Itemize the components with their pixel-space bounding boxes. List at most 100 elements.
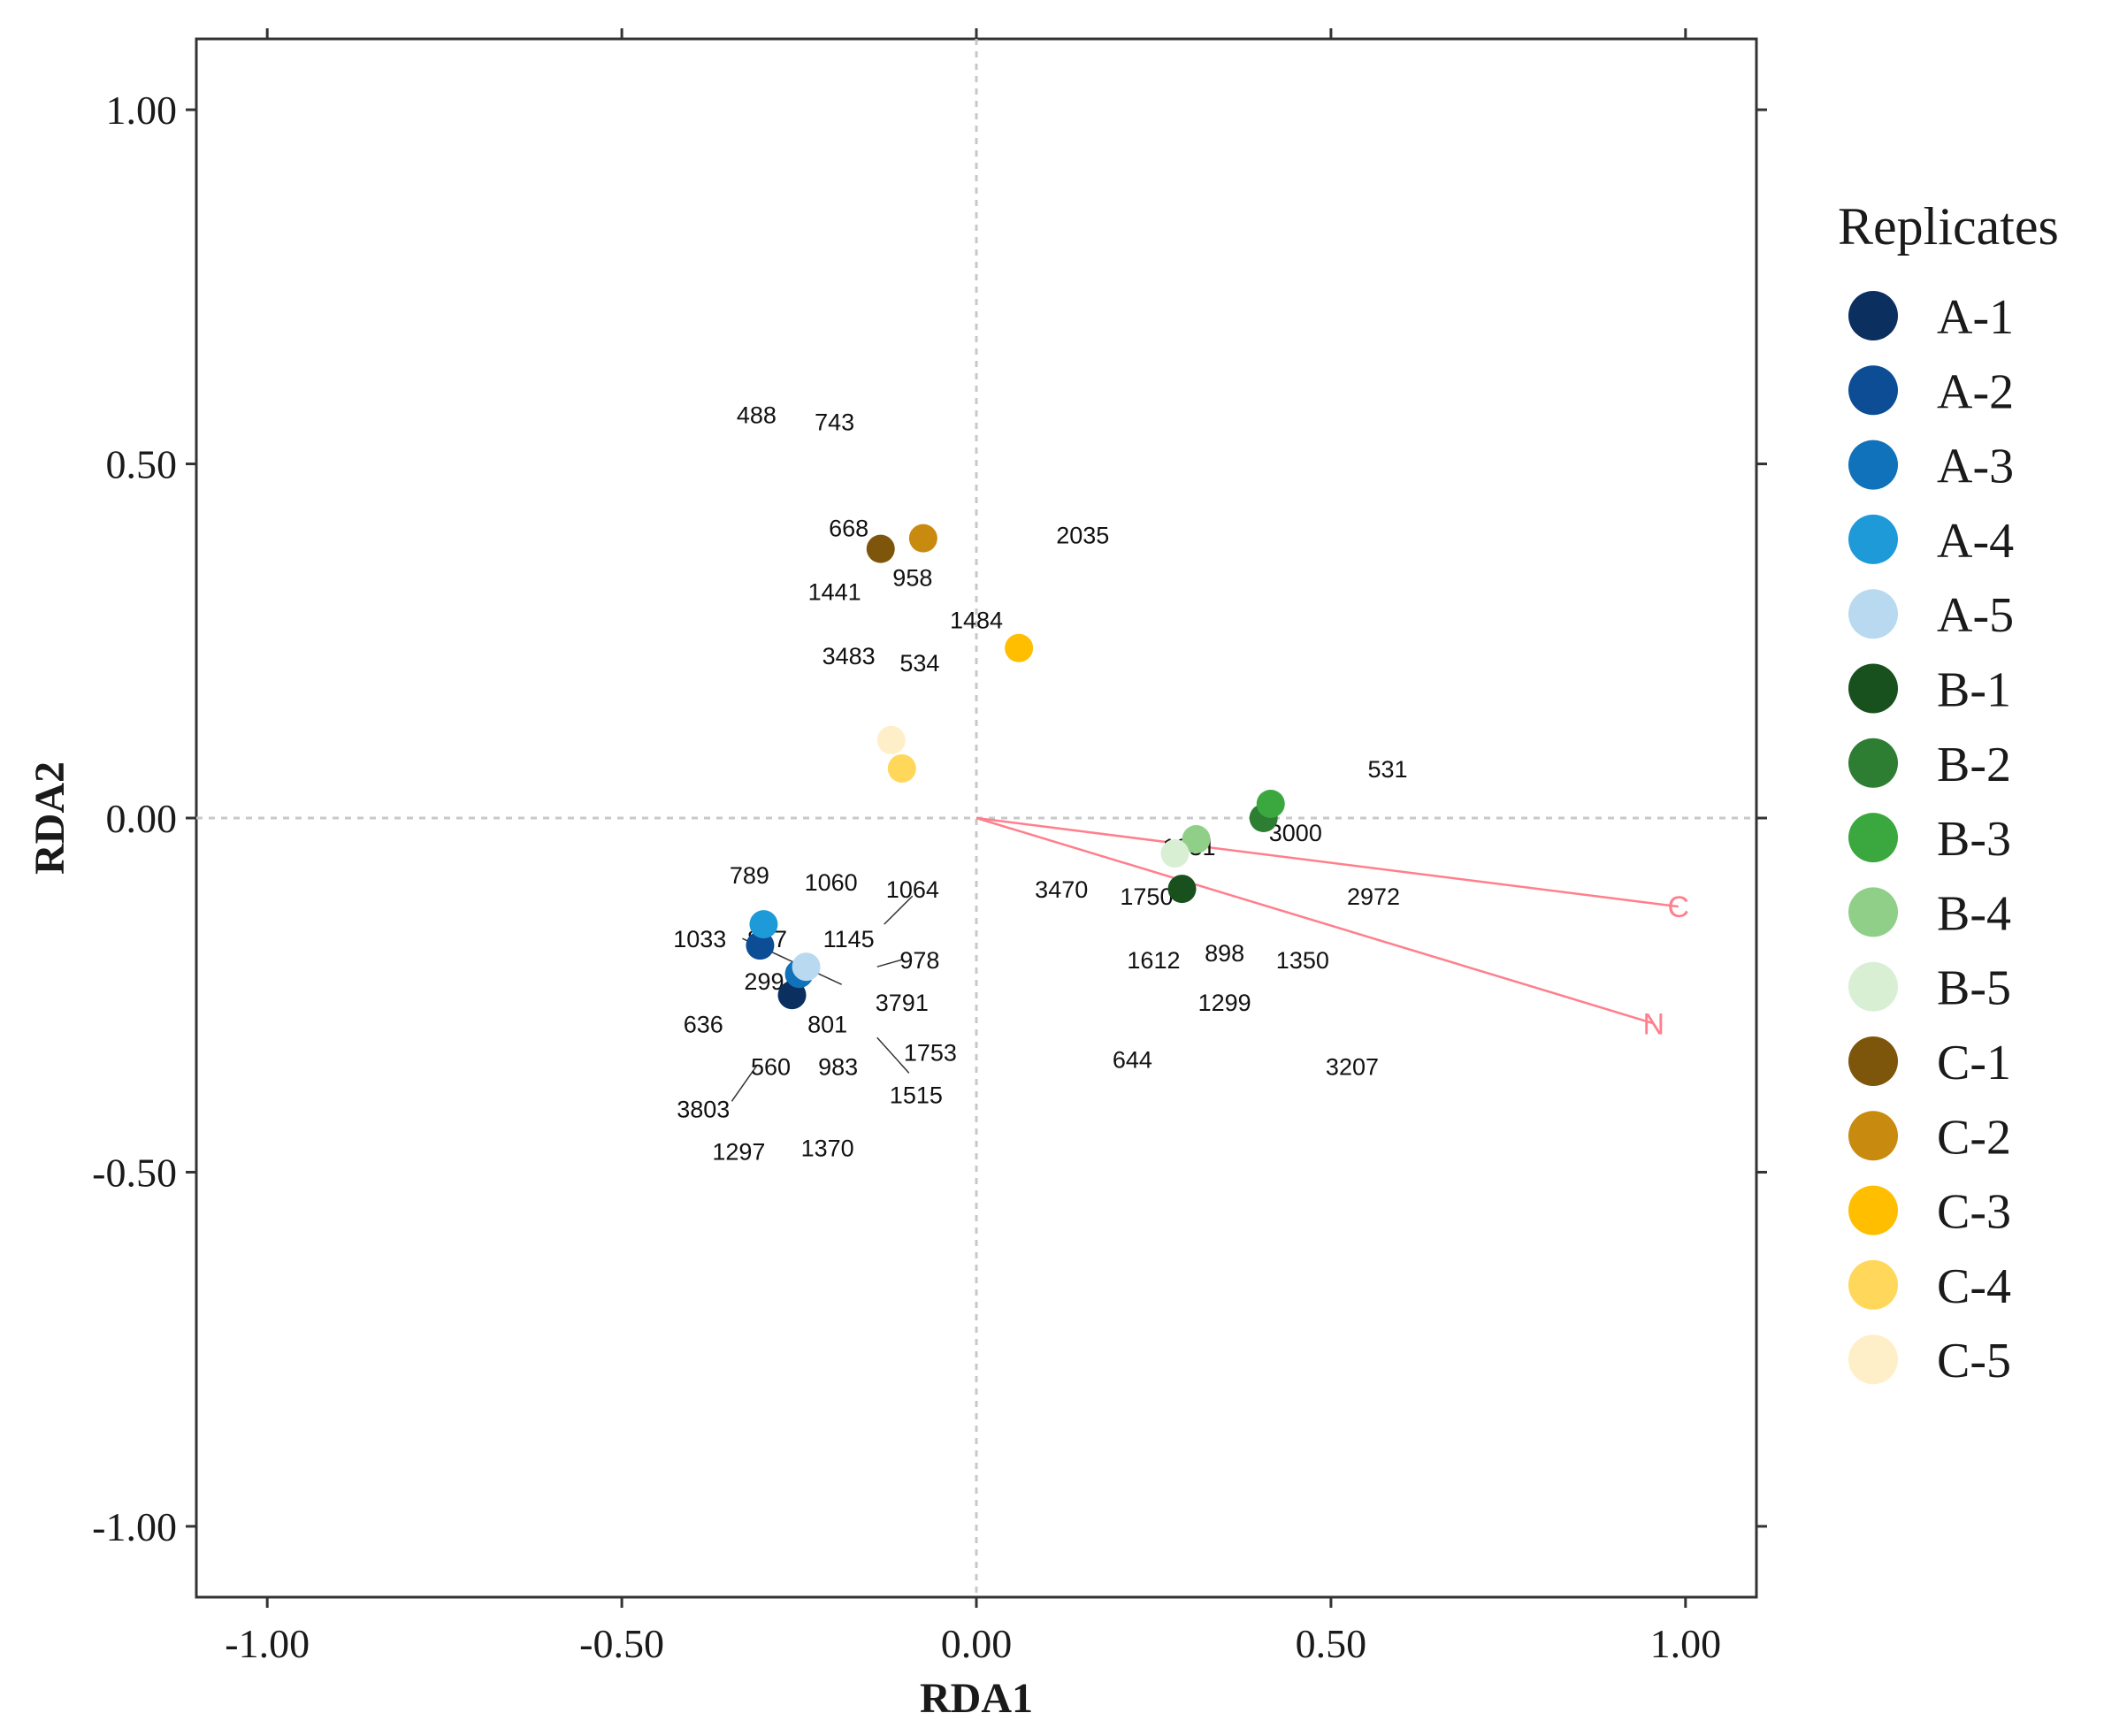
legend-label-A-4: A-4 [1937,514,2014,569]
sample-point-A-5 [792,952,821,982]
species-label-3207: 3207 [1326,1053,1379,1080]
y-tick-label: -1.00 [92,1504,177,1549]
y-tick-label: -0.50 [92,1150,177,1195]
sample-point-C-4 [887,753,916,783]
y-axis-title: RDA2 [27,761,73,875]
vector-N-arrow [975,816,1655,1025]
species-leader-line [876,1036,910,1074]
x-tick-label: 0.50 [1296,1621,1367,1666]
species-label-801: 801 [807,1011,847,1037]
environmental-vectors: CN [975,816,1690,1041]
legend-label-A-5: A-5 [1937,588,2014,643]
legend-label-B-5: B-5 [1937,961,2011,1016]
species-label-978: 978 [899,947,939,974]
vector-C-label: C [1668,891,1690,924]
legend-key-B-2 [1848,738,1898,788]
sample-point-B-4 [1182,825,1211,854]
species-label-958: 958 [892,565,932,592]
vector-C-arrow [975,816,1679,908]
x-tick-label: 1.00 [1650,1621,1722,1666]
legend-key-A-5 [1848,589,1898,639]
species-label-636: 636 [684,1011,723,1037]
legend-key-C-2 [1848,1111,1898,1161]
species-label-1064: 1064 [886,876,939,903]
species-label-1033: 1033 [673,926,726,952]
y-tick-label: 0.00 [106,796,178,841]
species-leader-line [876,959,903,967]
x-axis-ticks: -1.00 -0.50 0.00 0.50 1.00 [225,28,1721,1666]
legend-label-B-3: B-3 [1937,812,2011,867]
species-label-3470: 3470 [1035,876,1088,903]
species-label-2035: 2035 [1056,523,1109,549]
species-label-560: 560 [751,1053,791,1080]
sample-point-C-2 [908,524,937,553]
species-label-668: 668 [829,516,868,542]
species-label-1750: 1750 [1120,883,1173,910]
vector-N-label: N [1642,1007,1664,1041]
sample-point-C-1 [866,534,895,563]
legend: Replicates A-1 A-2 A-3 A-4 A-5 B-1 B-2 B-3 B-4 B-… [1838,197,2059,1388]
species-label-743: 743 [815,409,854,435]
legend-label-B-2: B-2 [1937,738,2011,792]
species-label-1515: 1515 [890,1082,943,1108]
species-label-3000: 3000 [1269,820,1322,846]
legend-key-B-5 [1848,961,1898,1012]
species-label-1060: 1060 [805,869,858,896]
sample-point-A-2 [746,931,775,960]
legend-key-B-4 [1848,887,1898,937]
sample-point-C-3 [1005,633,1034,662]
species-label-1350: 1350 [1276,947,1329,974]
x-tick-label: -1.00 [225,1621,310,1666]
legend-key-A-4 [1848,514,1898,564]
legend-key-C-5 [1848,1335,1898,1385]
y-tick-label: 1.00 [106,88,178,133]
species-label-1753: 1753 [904,1039,957,1066]
species-label-3803: 3803 [677,1096,730,1122]
x-tick-label: -0.50 [579,1621,664,1666]
sample-point-A-4 [749,910,778,939]
legend-key-A-2 [1848,365,1898,416]
legend-title: Replicates [1838,197,2059,256]
species-label-983: 983 [818,1053,858,1080]
legend-label-B-1: B-1 [1937,663,2011,718]
legend-label-C-5: C-5 [1937,1334,2011,1388]
species-label-1297: 1297 [712,1138,765,1165]
legend-label-C-2: C-2 [1937,1110,2011,1165]
species-label-1441: 1441 [808,579,861,606]
species-label-2972: 2972 [1347,883,1400,910]
species-label-531: 531 [1368,756,1408,783]
species-label-789: 789 [730,862,769,889]
species-label-1145: 1145 [823,926,875,952]
legend-label-A-2: A-2 [1937,364,2014,419]
species-label-1484: 1484 [950,608,1003,634]
y-axis-ticks: -1.00 -0.50 0.00 0.50 1.00 [92,88,1767,1549]
species-leader-line [731,1065,758,1102]
legend-label-A-3: A-3 [1937,440,2014,494]
legend-label-C-1: C-1 [1937,1036,2011,1090]
species-label-3483: 3483 [822,643,876,669]
species-label-1612: 1612 [1127,947,1180,974]
x-tick-label: 0.00 [941,1621,1013,1666]
legend-key-C-4 [1848,1259,1898,1310]
legend-key-B-1 [1848,663,1898,714]
legend-label-C-4: C-4 [1937,1259,2011,1314]
x-axis-title: RDA1 [920,1675,1033,1722]
legend-label-B-4: B-4 [1937,886,2011,941]
species-label-1299: 1299 [1198,990,1251,1016]
legend-key-B-3 [1848,813,1898,863]
sample-point-B-3 [1256,789,1285,818]
legend-label-A-1: A-1 [1937,290,2014,345]
y-tick-label: 0.50 [106,442,178,487]
species-label-644: 644 [1113,1046,1152,1073]
sample-point-C-5 [876,725,906,754]
legend-key-C-1 [1848,1036,1898,1086]
sample-points [746,524,1285,1010]
species-leader-line [884,895,914,925]
species-label-534: 534 [899,650,939,677]
sample-point-B-1 [1167,875,1197,904]
legend-label-C-3: C-3 [1937,1185,2011,1240]
species-labels: 488 743 668 2035 958 1441 1484 3483 534 531 3000 10… [673,401,1407,1165]
sample-point-A-1 [777,981,807,1010]
legend-key-A-3 [1848,440,1898,490]
